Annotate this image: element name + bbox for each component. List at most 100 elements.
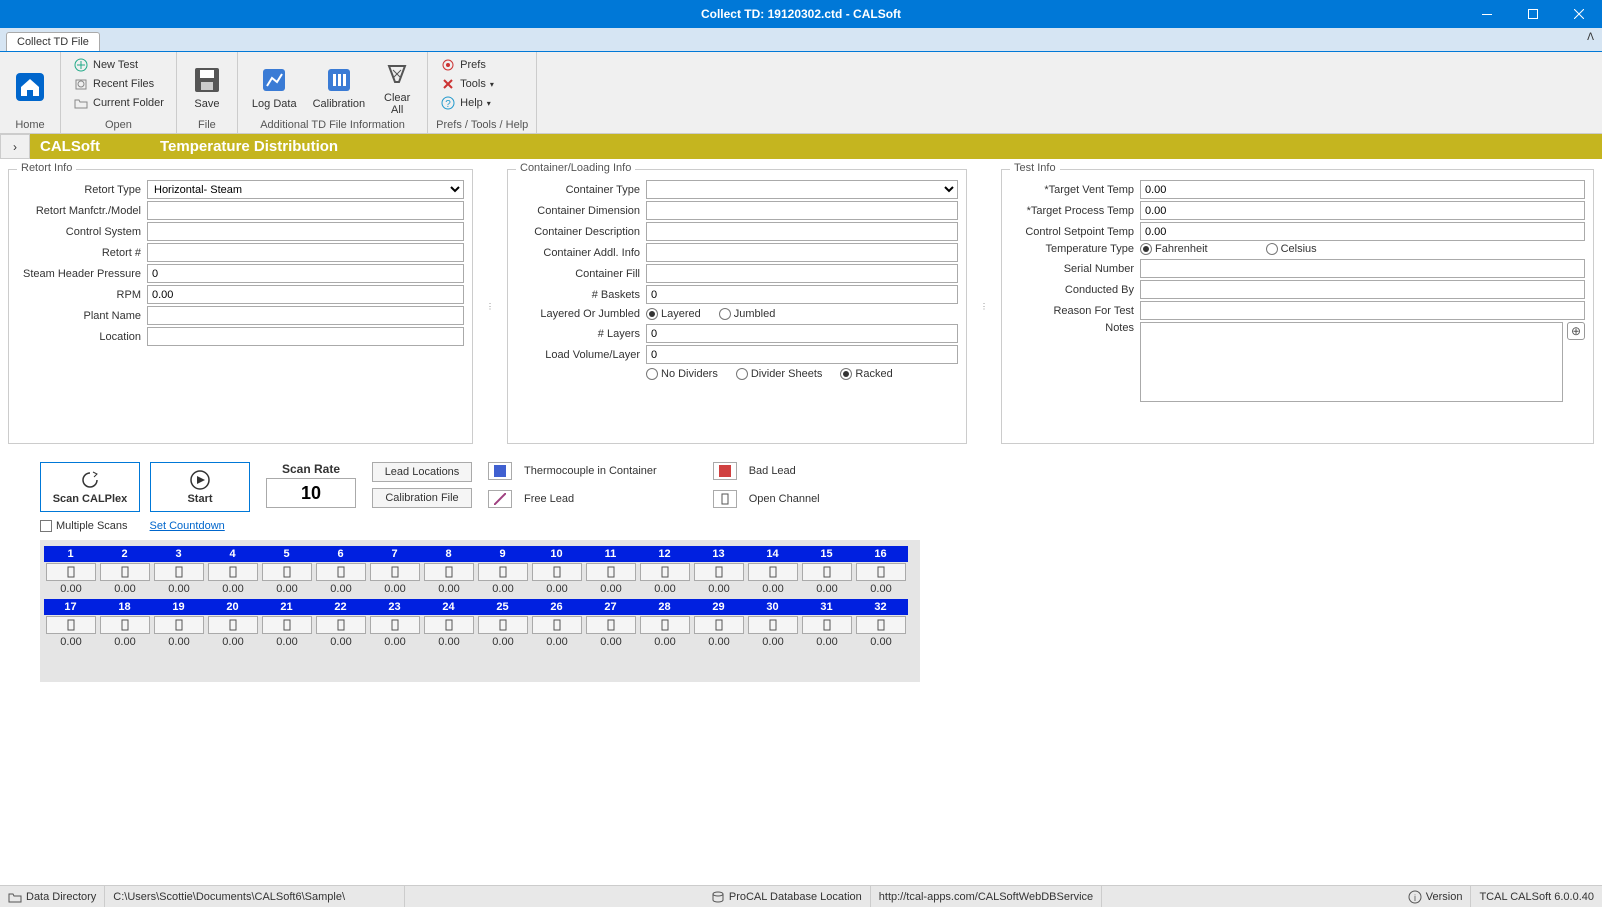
container-fill-input[interactable] <box>646 264 958 283</box>
lead-locations-button[interactable]: Lead Locations <box>372 462 472 482</box>
channel-status-icon[interactable] <box>478 616 528 634</box>
channel-status-icon[interactable] <box>370 563 420 581</box>
jumbled-radio[interactable]: Jumbled <box>719 308 776 320</box>
racked-radio[interactable]: Racked <box>840 368 892 380</box>
celsius-radio[interactable]: Celsius <box>1266 243 1317 255</box>
channel-status-icon[interactable] <box>370 616 420 634</box>
scan-calplex-button[interactable]: Scan CALPlex <box>40 462 140 512</box>
divider-sheets-radio[interactable]: Divider Sheets <box>736 368 823 380</box>
channel-status-icon[interactable] <box>154 616 204 634</box>
control-system-input[interactable] <box>147 222 464 241</box>
scan-rate-input[interactable] <box>266 478 356 508</box>
channel-status-icon[interactable] <box>262 563 312 581</box>
channel-status-icon[interactable] <box>694 616 744 634</box>
channel-status-icon[interactable] <box>46 563 96 581</box>
setpoint-input[interactable] <box>1140 222 1585 241</box>
minimize-button[interactable] <box>1464 0 1510 28</box>
channel-value: 0.00 <box>314 582 368 599</box>
channel-status-icon[interactable] <box>46 616 96 634</box>
channel-status-icon[interactable] <box>640 563 690 581</box>
channel-status-icon[interactable] <box>316 616 366 634</box>
container-type-select[interactable] <box>646 180 958 199</box>
channel-value: 0.00 <box>476 582 530 599</box>
tab-collect-td-file[interactable]: Collect TD File <box>6 32 100 51</box>
retort-model-input[interactable] <box>147 201 464 220</box>
version-button[interactable]: i Version <box>1400 886 1472 907</box>
container-addl-label: Container Addl. Info <box>516 247 646 259</box>
channel-status-icon[interactable] <box>694 563 744 581</box>
conducted-input[interactable] <box>1140 280 1585 299</box>
add-note-button[interactable]: ⊕ <box>1567 322 1585 340</box>
location-input[interactable] <box>147 327 464 346</box>
set-countdown-link[interactable]: Set Countdown <box>150 520 225 532</box>
channel-status-icon[interactable] <box>748 616 798 634</box>
channel-status-icon[interactable] <box>640 616 690 634</box>
retort-type-select[interactable]: Horizontal- Steam <box>147 180 464 199</box>
save-button[interactable]: Save <box>185 56 229 118</box>
new-test-button[interactable]: New Test <box>69 56 168 74</box>
channel-status-icon[interactable] <box>532 616 582 634</box>
prefs-button[interactable]: Prefs <box>436 56 498 74</box>
recent-files-button[interactable]: Recent Files <box>69 75 168 93</box>
channel-status-icon[interactable] <box>856 616 906 634</box>
recent-files-label: Recent Files <box>93 78 154 90</box>
ribbon-collapse-caret[interactable]: ᐱ <box>1587 32 1594 43</box>
banner-toggle[interactable]: › <box>0 134 30 159</box>
channel-status-icon[interactable] <box>532 563 582 581</box>
channel-status-icon[interactable] <box>424 616 474 634</box>
data-directory-button[interactable]: Data Directory <box>0 886 105 907</box>
plant-name-input[interactable] <box>147 306 464 325</box>
process-temp-input[interactable] <box>1140 201 1585 220</box>
no-dividers-radio[interactable]: No Dividers <box>646 368 718 380</box>
container-addl-input[interactable] <box>646 243 958 262</box>
volume-input[interactable] <box>646 345 958 364</box>
channel-status-icon[interactable] <box>802 563 852 581</box>
clear-all-button[interactable]: Clear All <box>375 56 419 118</box>
calibration-file-button[interactable]: Calibration File <box>372 488 472 508</box>
db-location-button[interactable]: ProCAL Database Location <box>703 886 871 907</box>
notes-textarea[interactable] <box>1140 322 1563 402</box>
vent-temp-input[interactable] <box>1140 180 1585 199</box>
channel-status-icon[interactable] <box>586 616 636 634</box>
help-button[interactable]: ? Help ▾ <box>436 94 498 112</box>
rpm-input[interactable] <box>147 285 464 304</box>
channel-status-icon[interactable] <box>424 563 474 581</box>
baskets-input[interactable] <box>646 285 958 304</box>
tools-button[interactable]: Tools ▾ <box>436 75 498 93</box>
container-desc-input[interactable] <box>646 222 958 241</box>
start-button[interactable]: Start <box>150 462 250 512</box>
close-button[interactable] <box>1556 0 1602 28</box>
layered-radio[interactable]: Layered <box>646 308 701 320</box>
splitter[interactable]: ⋮ <box>981 169 987 444</box>
channel-status-icon[interactable] <box>586 563 636 581</box>
home-button[interactable] <box>8 56 52 118</box>
channel-status-icon[interactable] <box>748 563 798 581</box>
channel-status-icon[interactable] <box>208 616 258 634</box>
multiple-scans-checkbox[interactable] <box>40 520 52 532</box>
channel-status-icon[interactable] <box>262 616 312 634</box>
channel-header: 28 <box>638 599 692 615</box>
current-folder-button[interactable]: Current Folder <box>69 94 168 112</box>
new-test-label: New Test <box>93 59 138 71</box>
container-dim-input[interactable] <box>646 201 958 220</box>
maximize-button[interactable] <box>1510 0 1556 28</box>
serial-input[interactable] <box>1140 259 1585 278</box>
channel-status-icon[interactable] <box>208 563 258 581</box>
reason-input[interactable] <box>1140 301 1585 320</box>
retort-legend: Retort Info <box>17 162 76 174</box>
steam-pressure-input[interactable] <box>147 264 464 283</box>
channel-status-icon[interactable] <box>154 563 204 581</box>
channel-status-icon[interactable] <box>856 563 906 581</box>
log-data-button[interactable]: Log Data <box>246 56 303 118</box>
splitter[interactable]: ⋮ <box>487 169 493 444</box>
channel-status-icon[interactable] <box>100 563 150 581</box>
layers-input[interactable] <box>646 324 958 343</box>
channel-status-icon[interactable] <box>802 616 852 634</box>
dropdown-caret-icon: ▾ <box>490 80 494 89</box>
fahrenheit-radio[interactable]: Fahrenheit <box>1140 243 1208 255</box>
channel-status-icon[interactable] <box>316 563 366 581</box>
calibration-button[interactable]: Calibration <box>307 56 372 118</box>
channel-status-icon[interactable] <box>100 616 150 634</box>
channel-status-icon[interactable] <box>478 563 528 581</box>
retort-num-input[interactable] <box>147 243 464 262</box>
